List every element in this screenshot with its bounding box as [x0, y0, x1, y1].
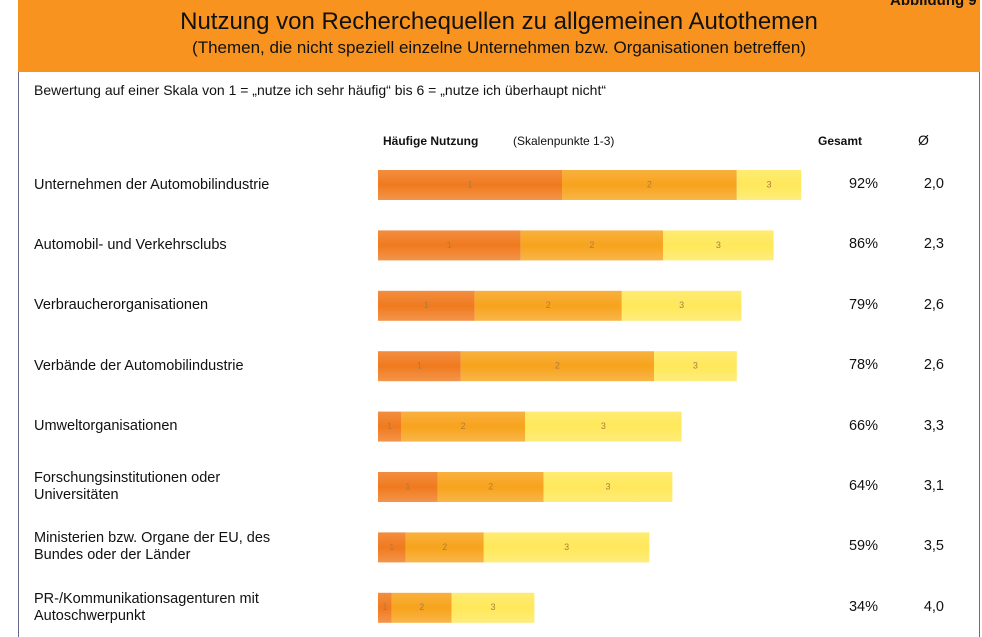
segment-label: 1 — [424, 300, 429, 310]
total-label: 59% — [848, 538, 878, 555]
bar-segment — [736, 170, 802, 200]
total-label: 86% — [848, 236, 878, 253]
category-label: Forschungsinstitutionen oder Universität… — [34, 470, 221, 503]
segment-label: 3 — [693, 361, 698, 371]
bar-segment — [378, 411, 401, 442]
segment-label: 1 — [417, 361, 422, 371]
bar-segment — [663, 230, 774, 261]
segment-label: 2 — [461, 421, 466, 431]
bar-header: Häufige Nutzung — [383, 134, 479, 148]
bar-segment — [474, 290, 622, 321]
bar-segment — [483, 532, 650, 563]
bar-segment — [520, 230, 664, 261]
category-label: Umweltorganisationen — [34, 418, 178, 435]
bar-segment — [451, 592, 535, 623]
category-label: Verbände der Automobilindustrie — [34, 357, 244, 374]
bar-segment — [378, 592, 392, 623]
scale-note: Bewertung auf einer Skala von 1 = „nutze… — [34, 82, 607, 98]
average-label: 3,3 — [923, 417, 944, 434]
title-banner — [18, 0, 980, 72]
total-label: 78% — [848, 357, 878, 374]
segment-label: 2 — [488, 481, 493, 491]
category-label: PR-/Kommunikationsagenturen mit Autoschw… — [34, 590, 259, 624]
segment-label: 3 — [564, 542, 569, 552]
segment-label: 3 — [605, 481, 610, 491]
segment-label: 2 — [589, 240, 594, 250]
category-label: Ministerien bzw. Organe der EU, des Bund… — [34, 530, 271, 564]
segment-label: 3 — [490, 602, 495, 612]
average-label: 2,6 — [923, 296, 944, 313]
average-label: 3,1 — [923, 478, 944, 494]
bar-segment — [378, 290, 475, 321]
segment-label: 3 — [679, 300, 684, 310]
segment-label: 1 — [389, 542, 394, 552]
segment-label: 1 — [467, 179, 472, 189]
segment-label: 2 — [647, 179, 652, 189]
total-label: 64% — [848, 478, 878, 494]
corner-label: Abbildung 9 — [890, 0, 977, 9]
segment-label: 1 — [382, 602, 387, 612]
average-label: 3,5 — [923, 538, 944, 555]
total-label: 79% — [848, 296, 878, 313]
bar-segment — [525, 411, 682, 442]
average-label: 2,0 — [923, 176, 944, 192]
bar-segment — [654, 351, 737, 382]
bar-segment — [378, 472, 438, 502]
segment-label: 1 — [405, 481, 410, 491]
bar-segment — [391, 592, 452, 623]
segment-label: 1 — [387, 421, 392, 431]
category-label: Automobil- und Verkehrsclubs — [34, 236, 227, 253]
bar-segment — [378, 230, 521, 261]
total-label: 92% — [848, 176, 878, 192]
frame — [18, 72, 980, 637]
segment-label: 3 — [766, 179, 771, 189]
chart-subtitle: (Themen, die nicht speziell einzelne Unt… — [192, 38, 806, 57]
segment-label: 1 — [447, 240, 452, 250]
bar-segment — [437, 472, 544, 502]
bar-segment — [378, 351, 461, 382]
total-label: 34% — [848, 598, 878, 615]
bar-segment — [562, 170, 737, 200]
segment-label: 2 — [442, 542, 447, 552]
total-label: 66% — [848, 417, 878, 434]
bar-segment — [378, 532, 406, 563]
bar-segment — [405, 532, 484, 563]
segment-label: 3 — [716, 240, 721, 250]
segment-label: 2 — [419, 602, 424, 612]
bar-segment — [378, 170, 562, 200]
bar-segment — [621, 290, 742, 321]
category-label: Unternehmen der Automobilindustrie — [34, 176, 270, 193]
segment-label: 3 — [601, 421, 606, 431]
average-label: 2,3 — [923, 236, 944, 253]
category-label: Verbraucherorganisationen — [34, 297, 209, 314]
totals-header: Gesamt — [818, 134, 863, 148]
bar-segment — [543, 472, 673, 502]
bar-segment — [401, 411, 526, 442]
average-label: 2,6 — [923, 357, 944, 374]
bar-header-note: (Skalenpunkte 1-3) — [513, 134, 615, 148]
bar-segment — [460, 351, 654, 382]
chart-title: Nutzung von Recherchequellen zu allgemei… — [180, 8, 818, 35]
averages-header: Ø — [918, 132, 929, 148]
segment-label: 2 — [555, 361, 560, 371]
average-label: 4,0 — [923, 598, 944, 615]
segment-label: 2 — [546, 300, 551, 310]
